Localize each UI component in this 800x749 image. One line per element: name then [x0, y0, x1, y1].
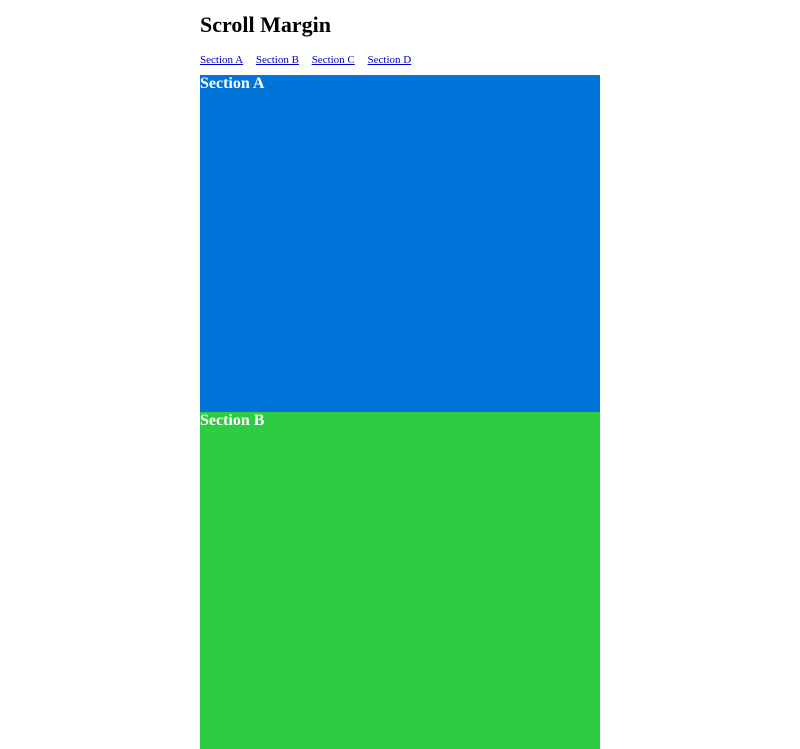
section-a: Section A: [200, 75, 600, 412]
section-b: Section B: [200, 412, 600, 749]
nav-link-section-c[interactable]: Section C: [311, 54, 355, 66]
section-nav: Section A Section B Section C Section D: [200, 53, 600, 67]
nav-link-section-a[interactable]: Section A: [200, 54, 244, 66]
page: Scroll Margin Section A Section B Sectio…: [200, 0, 600, 749]
section-b-heading: Section B: [200, 412, 265, 429]
nav-link-section-b[interactable]: Section B: [255, 54, 299, 66]
section-a-heading: Section A: [200, 75, 265, 92]
nav-link-section-d[interactable]: Section D: [367, 54, 412, 66]
page-title: Scroll Margin: [200, 12, 331, 37]
